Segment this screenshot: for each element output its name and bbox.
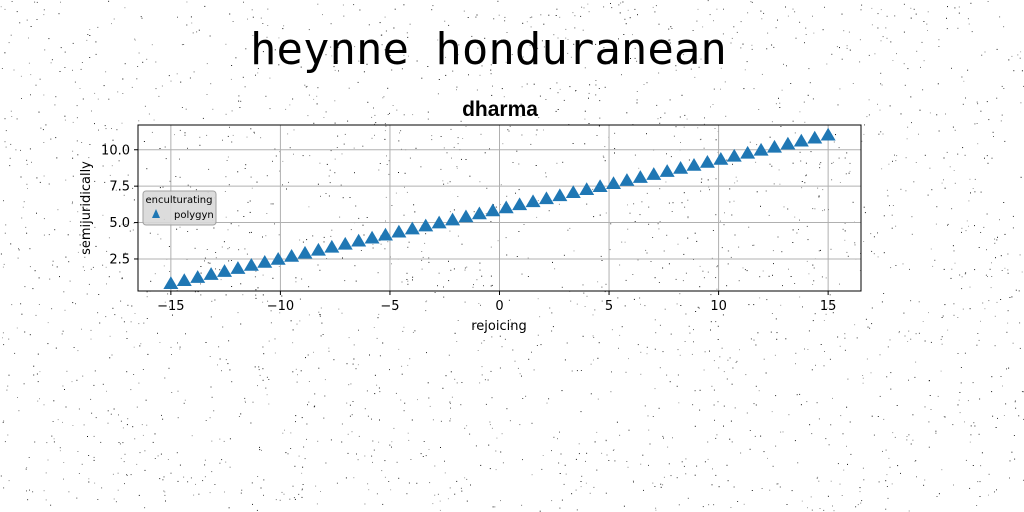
data-point [579,182,595,196]
data-point [538,191,554,205]
y-axis-ticks: 2.5 5.0 7.5 10.0 [101,143,138,267]
data-point [646,167,662,180]
data-point [632,170,648,183]
data-point [699,154,715,168]
data-point [324,239,340,253]
data-point [364,230,380,244]
data-point [377,227,393,241]
data-point [310,242,326,256]
x-tick-label: −15 [157,299,184,314]
data-point [753,142,769,156]
data-point [659,164,675,177]
data-point [793,133,809,147]
legend-title: enculturating [146,195,213,206]
data-point [766,139,782,153]
legend-marker-icon [152,209,160,218]
data-point [807,130,823,144]
data-point [606,176,622,189]
data-point [190,270,206,283]
data-point [337,236,353,250]
chart-title: dharma [462,98,538,121]
x-axis-label: rejoicing [471,319,527,334]
data-point [619,173,635,186]
data-point [176,273,192,286]
x-tick-label: −10 [267,299,294,314]
data-point [284,248,300,262]
legend-entry-polygyn: polygyn [174,210,214,221]
data-point [163,276,179,289]
data-point [217,264,233,277]
data-point [512,197,528,211]
data-point [713,151,729,165]
data-point [686,158,702,171]
data-point [726,148,742,162]
data-points [163,127,836,289]
y-tick-label: 7.5 [109,180,130,195]
data-point [485,203,501,217]
data-point [552,188,568,202]
y-tick-label: 5.0 [109,216,130,231]
x-tick-label: −5 [380,299,399,314]
data-point [431,215,447,229]
y-axis-label: semijuridically [79,161,94,255]
data-point [471,206,487,220]
x-tick-label: 5 [605,299,613,314]
data-point [820,127,836,141]
data-point [418,218,434,232]
y-tick-label: 10.0 [101,143,130,158]
data-point [525,194,541,208]
grid-lines [138,125,861,291]
data-point [445,212,461,226]
data-point [257,255,273,268]
data-point [498,200,514,214]
data-point [565,185,581,199]
data-point [270,251,286,265]
legend-box [142,190,217,226]
y-tick-label: 2.5 [109,252,130,267]
x-axis-ticks: −15 −10 −5 0 5 10 15 [157,291,836,314]
x-tick-label: 15 [820,299,837,314]
data-point [230,261,246,274]
data-point [673,161,689,174]
data-point [740,145,756,159]
data-point [203,267,219,280]
data-point [351,233,367,247]
x-tick-label: 10 [710,299,727,314]
page-title: heynne honduranean [250,24,727,75]
data-point [243,258,259,271]
data-point [404,221,420,235]
data-point [592,179,608,192]
x-tick-label: 0 [495,299,503,314]
data-point [458,209,474,223]
data-point [297,245,313,259]
data-point [780,136,796,150]
data-point [391,224,407,238]
legend: enculturating polygyn [142,190,217,226]
